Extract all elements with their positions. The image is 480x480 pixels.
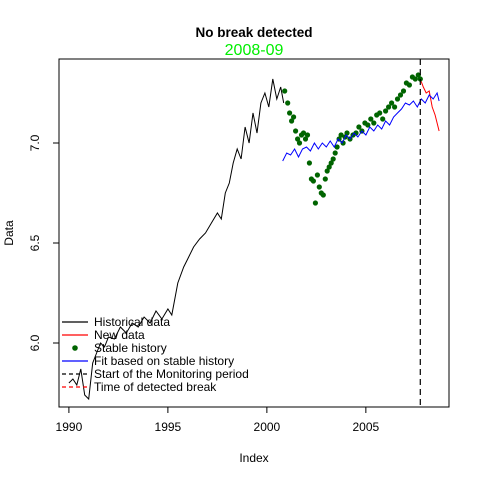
legend-label: Fit based on stable history (94, 354, 234, 368)
x-axis-label: Index (239, 451, 268, 465)
data-point (287, 110, 293, 116)
data-point (380, 116, 386, 122)
data-point (371, 120, 377, 126)
data-point (412, 76, 418, 82)
data-point (324, 168, 330, 174)
data-point (415, 72, 421, 78)
data-point (389, 100, 395, 106)
data-point (326, 164, 332, 170)
data-point (368, 116, 374, 122)
series-fit-based-on-stable-history (282, 91, 440, 162)
data-point (338, 132, 344, 138)
data-point (295, 136, 301, 142)
data-point (282, 88, 288, 94)
legend-item: Time of detected break (62, 380, 217, 394)
y-axis-label: Data (2, 220, 16, 246)
series-line-fit-based-on-stable-history (282, 91, 440, 162)
x-axis: 1990 1995 2000 2005 (56, 406, 380, 434)
data-point (386, 104, 392, 110)
data-point (330, 156, 336, 162)
data-point (314, 172, 320, 178)
series-line-historical-data (68, 78, 285, 401)
chart-title: No break detected (195, 25, 312, 40)
y-tick-label: 6.0 (28, 334, 42, 351)
data-point (289, 118, 295, 124)
x-tick-label: 1995 (155, 420, 182, 434)
data-point (300, 130, 307, 136)
data-point (377, 110, 383, 116)
data-point (344, 130, 350, 136)
y-tick-label: 7.0 (28, 134, 42, 151)
series-new-data (419, 78, 440, 132)
data-point (291, 114, 297, 120)
data-point (383, 108, 389, 114)
data-point (312, 200, 318, 206)
legend-item: New data (62, 328, 145, 342)
data-point (397, 92, 404, 98)
legend-symbol (72, 345, 78, 351)
data-point (334, 144, 340, 150)
data-point (406, 82, 412, 88)
data-point (392, 104, 398, 110)
legend-label: Start of the Monitoring period (94, 367, 249, 381)
y-tick-label: 6.5 (28, 234, 42, 251)
series-historical-data (68, 78, 285, 401)
legend-label: Time of detected break (94, 380, 217, 394)
legend-item: Stable history (72, 341, 167, 355)
data-point (365, 122, 371, 128)
data-point (293, 128, 299, 134)
data-point (316, 184, 322, 190)
legend-label: Stable history (94, 341, 167, 355)
chart-subtitle: 2008-09 (225, 42, 284, 59)
data-point (400, 88, 407, 94)
x-tick-label: 2005 (353, 420, 380, 434)
legend-label: New data (94, 328, 145, 342)
legend-item: Historical data (62, 315, 170, 329)
data-point (356, 124, 362, 130)
legend-item: Fit based on stable history (62, 354, 234, 368)
data-point (302, 136, 309, 142)
series-line-new-data (419, 78, 440, 132)
data-point (296, 140, 303, 146)
data-point (310, 178, 316, 184)
x-tick-label: 2000 (254, 420, 281, 434)
legend-item: Start of the Monitoring period (62, 367, 249, 381)
data-point (332, 150, 338, 156)
series-stable-history (282, 72, 423, 206)
data-point (285, 100, 291, 106)
data-point (306, 160, 312, 166)
data-point (328, 160, 334, 166)
y-axis: 6.0 6.5 7.0 (28, 134, 60, 351)
data-point (394, 96, 401, 102)
data-point (304, 132, 311, 138)
plot-area (68, 59, 440, 407)
x-tick-label: 1990 (56, 420, 83, 434)
data-point (340, 140, 346, 146)
data-point (320, 192, 326, 198)
data-point (322, 176, 328, 182)
legend-label: Historical data (94, 315, 170, 329)
